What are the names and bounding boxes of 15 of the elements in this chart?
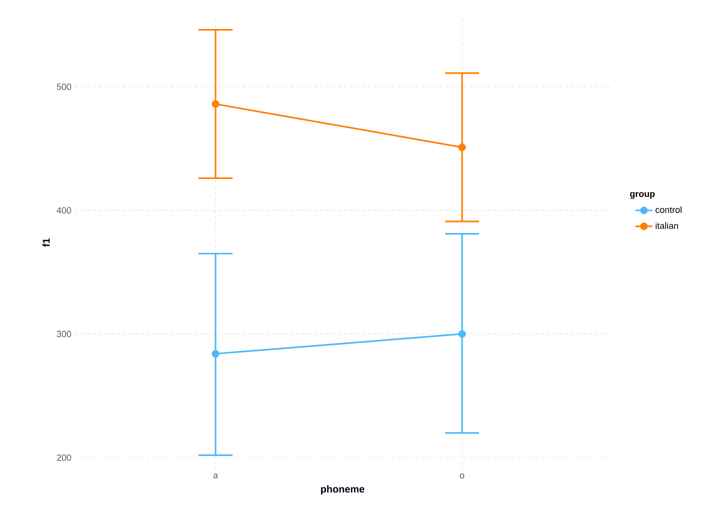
point — [212, 100, 220, 108]
y-tick-label: 500 — [56, 84, 72, 90]
point — [458, 330, 466, 338]
x-tick-label: a — [213, 474, 218, 478]
x-axis-title: phoneme — [321, 485, 364, 495]
legend-label: control — [656, 206, 682, 213]
legend-title: group — [630, 192, 655, 199]
y-axis-title: f1 — [42, 238, 50, 247]
y-tick-label: 400 — [56, 207, 72, 214]
point — [458, 143, 466, 152]
x-tick-label: o — [460, 474, 464, 478]
legend-label: italian — [656, 222, 678, 229]
point — [212, 350, 220, 358]
y-tick-label: 200 — [56, 454, 72, 461]
y-tick-label: 300 — [56, 330, 72, 338]
